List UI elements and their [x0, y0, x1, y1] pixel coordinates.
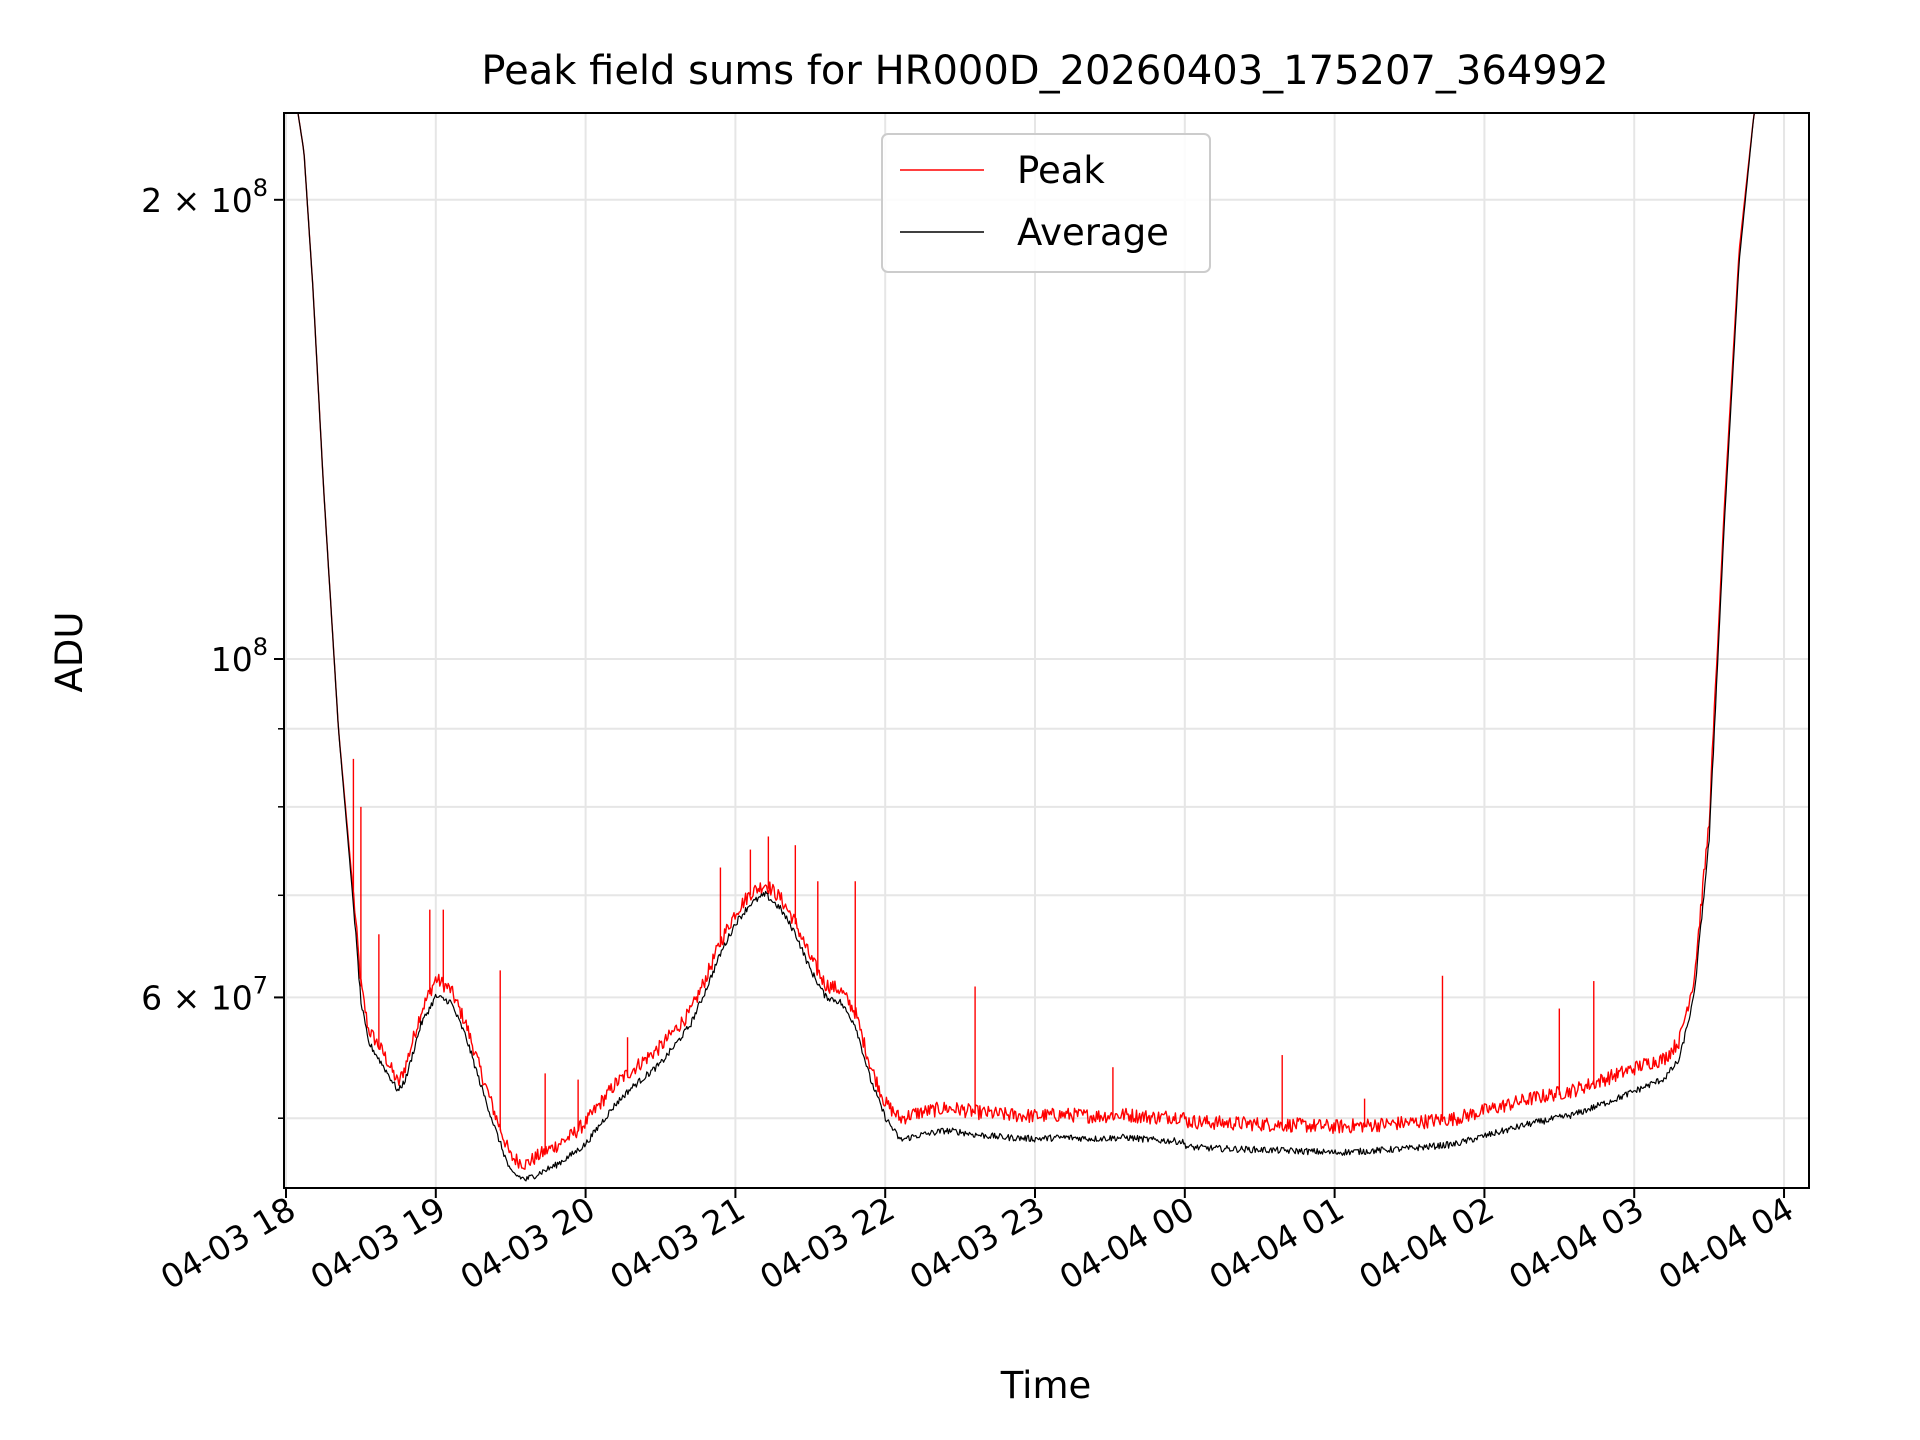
- y-axis: 2 × 108 108 6 × 107: [141, 174, 284, 1119]
- chart-title: Peak field sums for HR000D_20260403_1752…: [481, 48, 1608, 94]
- axes-background: [284, 113, 1809, 1188]
- axes-frame: [283, 112, 1810, 1189]
- series-line-average: [297, 113, 1769, 1182]
- x-axis-label: Time: [1000, 1364, 1092, 1407]
- legend-label-average: Average: [1017, 211, 1169, 254]
- y-tick-label: 6 × 107: [141, 971, 268, 1017]
- y-tick-label: 108: [211, 633, 268, 679]
- y-tick-label: 2 × 108: [141, 174, 268, 220]
- legend-box: [881, 133, 1211, 273]
- series-line-peak: [297, 113, 1769, 1170]
- plot-area: [283, 112, 1810, 1189]
- y-axis-label: ADU: [48, 612, 91, 693]
- legend: Peak Average: [881, 133, 1211, 273]
- legend-label-peak: Peak: [1017, 149, 1105, 192]
- series-layer: [297, 113, 1769, 1182]
